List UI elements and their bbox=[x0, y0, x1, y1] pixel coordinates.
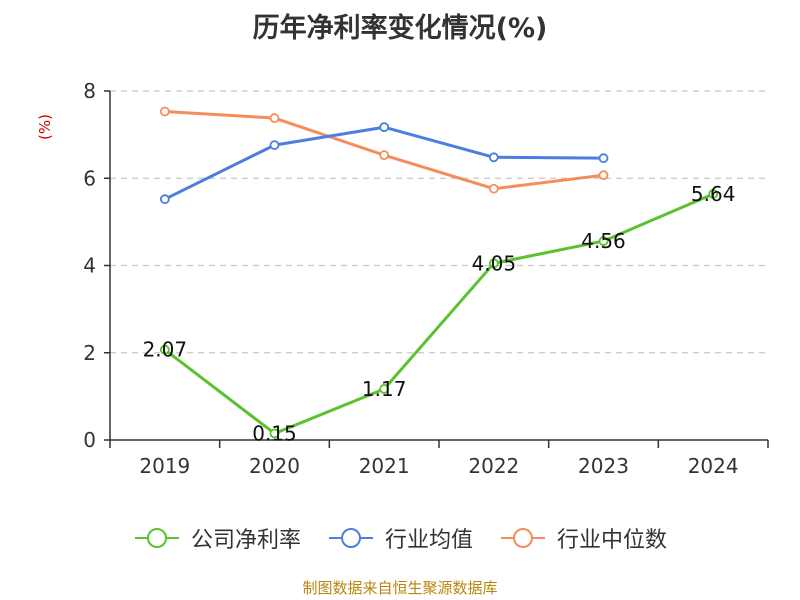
point-industry_avg-2020[interactable] bbox=[269, 140, 280, 150]
legend-label: 行业均值 bbox=[384, 528, 473, 553]
y-tick-label-8: 8 bbox=[83, 79, 96, 103]
point-company-2024[interactable] bbox=[708, 189, 719, 199]
point-company-2022[interactable] bbox=[488, 258, 499, 269]
y-tick-label-2: 2 bbox=[83, 341, 96, 365]
point-industry_median-2021[interactable] bbox=[379, 150, 390, 161]
series-line-industry_avg bbox=[164, 125, 604, 201]
x-tick-label-2022: 2022 bbox=[468, 454, 519, 478]
legend-item-industry_avg[interactable]: 行业均值 bbox=[327, 522, 473, 554]
legend-item-industry_median[interactable]: 行业中位数 bbox=[499, 522, 667, 554]
point-industry_avg-2021[interactable] bbox=[379, 122, 390, 133]
point-industry_avg-2023[interactable] bbox=[598, 153, 609, 164]
y-tick-label-4: 4 bbox=[83, 254, 96, 278]
x-tick-label-2023: 2023 bbox=[578, 454, 629, 478]
x-tick-label-2024: 2024 bbox=[688, 454, 739, 478]
point-company-2021[interactable] bbox=[379, 384, 390, 394]
legend-label: 公司净利率 bbox=[190, 528, 301, 553]
chart-title: 历年净利率变化情况(%) bbox=[252, 13, 548, 44]
legend-marker-icon bbox=[328, 528, 373, 548]
point-industry_median-2020[interactable] bbox=[269, 113, 280, 123]
point-industry_median-2023[interactable] bbox=[598, 170, 609, 181]
x-tick-label-2020: 2020 bbox=[249, 454, 300, 478]
legend-marker-icon bbox=[134, 528, 179, 548]
y-tick-label-0: 0 bbox=[83, 428, 96, 452]
point-company-2023[interactable] bbox=[598, 236, 609, 246]
data-label-company-2023: 4.56 bbox=[581, 229, 626, 253]
data-label-company-2019: 2.07 bbox=[143, 338, 188, 362]
data-label-company-2020: 0.15 bbox=[252, 421, 297, 445]
legend-label: 行业中位数 bbox=[557, 528, 668, 553]
point-company-2020[interactable] bbox=[269, 428, 280, 439]
point-industry_median-2019[interactable] bbox=[159, 106, 170, 117]
data-label-company-2021: 1.17 bbox=[362, 377, 407, 401]
point-company-2019[interactable] bbox=[159, 344, 170, 355]
point-industry_avg-2019[interactable] bbox=[159, 194, 170, 205]
x-tick-label-2019: 2019 bbox=[139, 454, 190, 478]
source-note: 制图数据来自恒生聚源数据库 bbox=[302, 579, 498, 597]
x-tick-label-2021: 2021 bbox=[359, 454, 410, 478]
legend: 公司净利率 行业均值 行业中位数 bbox=[0, 518, 800, 558]
point-industry_avg-2022[interactable] bbox=[488, 152, 499, 163]
legend-marker-icon bbox=[501, 528, 545, 548]
legend-item-company[interactable]: 公司净利率 bbox=[133, 522, 301, 554]
data-label-company-2022: 4.05 bbox=[472, 251, 517, 275]
data-label-company-2024: 5.64 bbox=[691, 182, 736, 206]
series-line-company bbox=[163, 192, 714, 435]
y-tick-label-6: 6 bbox=[83, 166, 96, 190]
point-industry_median-2022[interactable] bbox=[488, 183, 499, 194]
y-axis-label: (%) bbox=[36, 114, 54, 140]
